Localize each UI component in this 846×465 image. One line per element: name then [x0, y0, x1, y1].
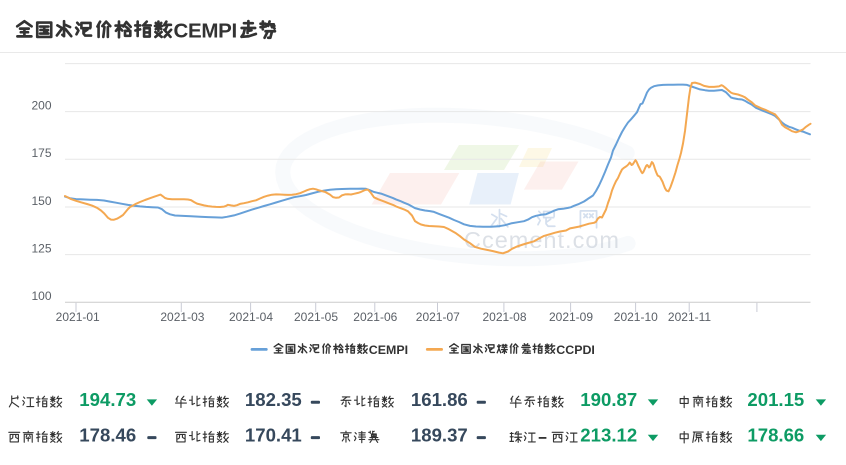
- svg-text:2021-06: 2021-06: [353, 310, 397, 324]
- svg-text:2021-01: 2021-01: [56, 310, 100, 324]
- svg-text:182.35: 182.35: [245, 389, 302, 410]
- svg-text:175: 175: [31, 146, 51, 160]
- svg-text:2021-11: 2021-11: [668, 310, 711, 324]
- svg-text:213.12: 213.12: [580, 424, 637, 445]
- svg-text:Ccement.com: Ccement.com: [464, 227, 620, 253]
- svg-text:189.37: 189.37: [411, 424, 468, 445]
- svg-text:CCPDI: CCPDI: [556, 343, 595, 357]
- svg-text:150: 150: [31, 194, 51, 208]
- svg-text:178.46: 178.46: [79, 424, 136, 445]
- svg-text:CEMPI: CEMPI: [174, 19, 237, 42]
- svg-text:100: 100: [31, 289, 51, 303]
- svg-text:178.66: 178.66: [747, 424, 804, 445]
- svg-text:2021-05: 2021-05: [294, 310, 338, 324]
- svg-text:161.86: 161.86: [411, 389, 468, 410]
- svg-text:201.15: 201.15: [747, 389, 804, 410]
- svg-text:CEMPI: CEMPI: [369, 343, 408, 357]
- svg-text:2021-08: 2021-08: [482, 310, 526, 324]
- svg-text:170.41: 170.41: [245, 424, 302, 445]
- svg-text:2021-07: 2021-07: [416, 310, 460, 324]
- svg-text:194.73: 194.73: [79, 389, 136, 410]
- svg-text:2021-04: 2021-04: [229, 310, 273, 324]
- svg-text:2021-10: 2021-10: [614, 310, 658, 324]
- svg-text:200: 200: [31, 99, 51, 113]
- svg-text:2021-09: 2021-09: [549, 310, 593, 324]
- svg-text:125: 125: [31, 242, 51, 256]
- svg-text:2021-03: 2021-03: [160, 310, 204, 324]
- svg-text:190.87: 190.87: [580, 389, 637, 410]
